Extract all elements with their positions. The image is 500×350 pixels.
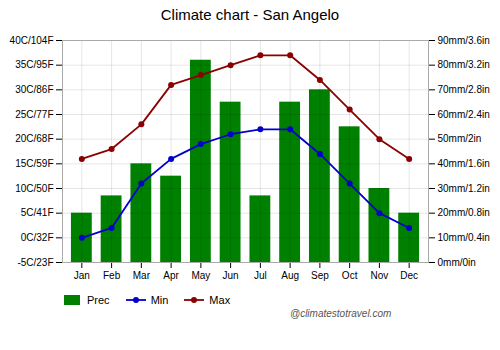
svg-text:10C/50F: 10C/50F — [15, 183, 53, 194]
svg-text:Jul: Jul — [254, 270, 267, 281]
html-text:Max: Max — [209, 294, 231, 306]
svg-text:0C/32F: 0C/32F — [21, 232, 54, 243]
svg-text:Nov: Nov — [371, 270, 389, 281]
svg-text:25C/77F: 25C/77F — [15, 109, 53, 120]
html-text:Climate chart - San Angelo: Climate chart - San Angelo — [160, 6, 340, 23]
svg-text:40C/104F: 40C/104F — [10, 35, 54, 46]
html-text:@climatestotravel.com: @climatestotravel.com — [290, 308, 392, 319]
svg-text:Oct: Oct — [342, 270, 358, 281]
svg-text:35C/95F: 35C/95F — [15, 59, 53, 70]
html-text:Min: Min — [150, 294, 169, 306]
svg-text:40mm/1.6in: 40mm/1.6in — [438, 158, 490, 169]
html-text:Prec: Prec — [87, 294, 110, 306]
svg-text:20C/68F: 20C/68F — [15, 133, 53, 144]
svg-text:30C/86F: 30C/86F — [15, 84, 53, 95]
svg-text:Feb: Feb — [103, 270, 121, 281]
svg-text:Sep: Sep — [311, 270, 329, 281]
svg-text:0mm/0in: 0mm/0in — [438, 257, 476, 268]
svg-text:Jan: Jan — [74, 270, 90, 281]
svg-text:Apr: Apr — [163, 270, 179, 281]
svg-text:50mm/2in: 50mm/2in — [438, 133, 482, 144]
svg-text:Jun: Jun — [223, 270, 239, 281]
svg-text:5C/41F: 5C/41F — [21, 207, 54, 218]
svg-text:May: May — [191, 270, 210, 281]
svg-text:Aug: Aug — [281, 270, 299, 281]
svg-text:20mm/0.8in: 20mm/0.8in — [438, 207, 490, 218]
svg-text:Dec: Dec — [400, 270, 418, 281]
svg-text:-5C/23F: -5C/23F — [17, 257, 53, 268]
svg-text:70mm/2.8in: 70mm/2.8in — [438, 84, 490, 95]
svg-text:Mar: Mar — [133, 270, 151, 281]
svg-text:15C/59F: 15C/59F — [15, 158, 53, 169]
svg-text:80mm/3.2in: 80mm/3.2in — [438, 59, 490, 70]
svg-text:30mm/1.2in: 30mm/1.2in — [438, 183, 490, 194]
svg-text:60mm/2.4in: 60mm/2.4in — [438, 109, 490, 120]
svg-text:90mm/3.6in: 90mm/3.6in — [438, 35, 490, 46]
svg-text:10mm/0.4in: 10mm/0.4in — [438, 232, 490, 243]
